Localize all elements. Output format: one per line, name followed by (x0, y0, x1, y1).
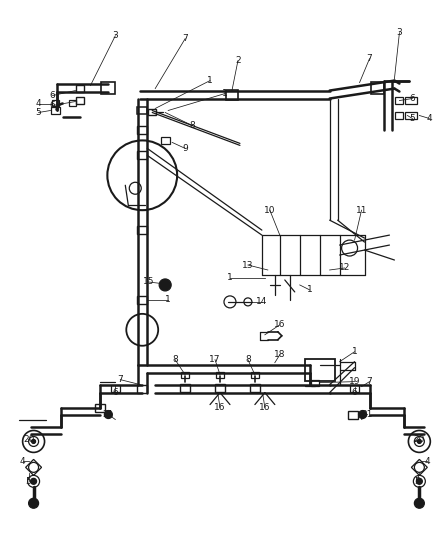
Bar (101, 82, 115, 94)
Text: 13: 13 (242, 261, 254, 270)
Text: 16: 16 (214, 403, 226, 412)
Circle shape (32, 439, 35, 443)
Bar (216, 372, 224, 378)
Bar (311, 379, 319, 385)
Text: 5: 5 (26, 477, 32, 486)
Text: 3: 3 (113, 31, 118, 40)
Circle shape (28, 498, 39, 508)
Bar (181, 372, 189, 378)
Bar (148, 109, 156, 116)
Text: 1: 1 (165, 295, 171, 304)
Text: 1: 1 (307, 286, 313, 294)
Text: 4: 4 (20, 457, 25, 466)
Bar (69, 100, 76, 106)
Bar (226, 90, 238, 100)
Text: 7: 7 (367, 54, 372, 63)
Text: 1: 1 (352, 347, 357, 356)
Bar (215, 384, 225, 392)
Text: 5: 5 (36, 108, 42, 117)
Text: 11: 11 (356, 206, 367, 215)
Text: 4: 4 (424, 457, 430, 466)
Bar (137, 385, 147, 393)
Text: 7: 7 (117, 375, 123, 384)
Circle shape (31, 478, 37, 484)
Circle shape (104, 410, 112, 418)
Text: 6: 6 (49, 91, 55, 100)
Text: 20: 20 (413, 435, 425, 444)
Text: 21: 21 (362, 410, 373, 419)
Text: 1: 1 (222, 89, 228, 98)
Bar (95, 403, 106, 411)
Text: 2: 2 (235, 56, 241, 65)
Circle shape (417, 478, 422, 484)
Bar (137, 226, 147, 234)
Bar (137, 296, 147, 304)
Text: 6: 6 (352, 388, 357, 397)
Text: 12: 12 (339, 263, 350, 272)
Bar (396, 97, 403, 104)
Text: 1: 1 (207, 76, 213, 85)
Text: 8: 8 (172, 355, 178, 364)
Circle shape (414, 498, 424, 508)
Text: 16: 16 (259, 403, 271, 412)
Circle shape (159, 279, 171, 291)
Text: 6: 6 (410, 94, 415, 103)
Bar (77, 85, 85, 92)
Bar (250, 384, 260, 392)
Bar (111, 385, 120, 392)
Text: 4: 4 (427, 114, 432, 123)
Text: 8: 8 (189, 121, 195, 130)
Circle shape (417, 439, 421, 443)
Text: 20: 20 (23, 435, 34, 444)
Bar (371, 82, 385, 94)
Text: 21: 21 (102, 410, 114, 419)
Text: 14: 14 (256, 297, 268, 306)
Text: 5: 5 (414, 477, 420, 486)
Bar (251, 372, 259, 378)
Bar (406, 97, 417, 104)
Text: 1: 1 (227, 273, 233, 282)
Bar (161, 137, 170, 144)
Bar (51, 107, 60, 114)
Text: 6: 6 (49, 101, 55, 110)
Text: 18: 18 (274, 350, 286, 359)
Bar (137, 126, 147, 134)
Bar (406, 112, 417, 119)
Circle shape (359, 410, 367, 418)
Bar (305, 359, 335, 381)
Bar (52, 100, 59, 106)
Text: 5: 5 (410, 114, 415, 123)
Text: 17: 17 (209, 355, 221, 364)
Text: 7: 7 (182, 34, 188, 43)
Text: 7: 7 (367, 377, 372, 386)
Bar (396, 112, 403, 119)
Bar (180, 384, 190, 392)
Text: 15: 15 (142, 278, 154, 286)
Bar (348, 410, 357, 418)
Bar (350, 385, 359, 392)
Text: 19: 19 (349, 377, 360, 386)
Text: 4: 4 (36, 99, 41, 108)
Text: 3: 3 (396, 28, 402, 37)
Bar (77, 97, 85, 104)
Text: 16: 16 (274, 320, 286, 329)
Text: 6: 6 (113, 388, 118, 397)
Text: 9: 9 (182, 144, 188, 153)
Bar (137, 107, 147, 115)
Bar (137, 151, 147, 159)
Text: 10: 10 (264, 206, 276, 215)
Text: 8: 8 (245, 355, 251, 364)
